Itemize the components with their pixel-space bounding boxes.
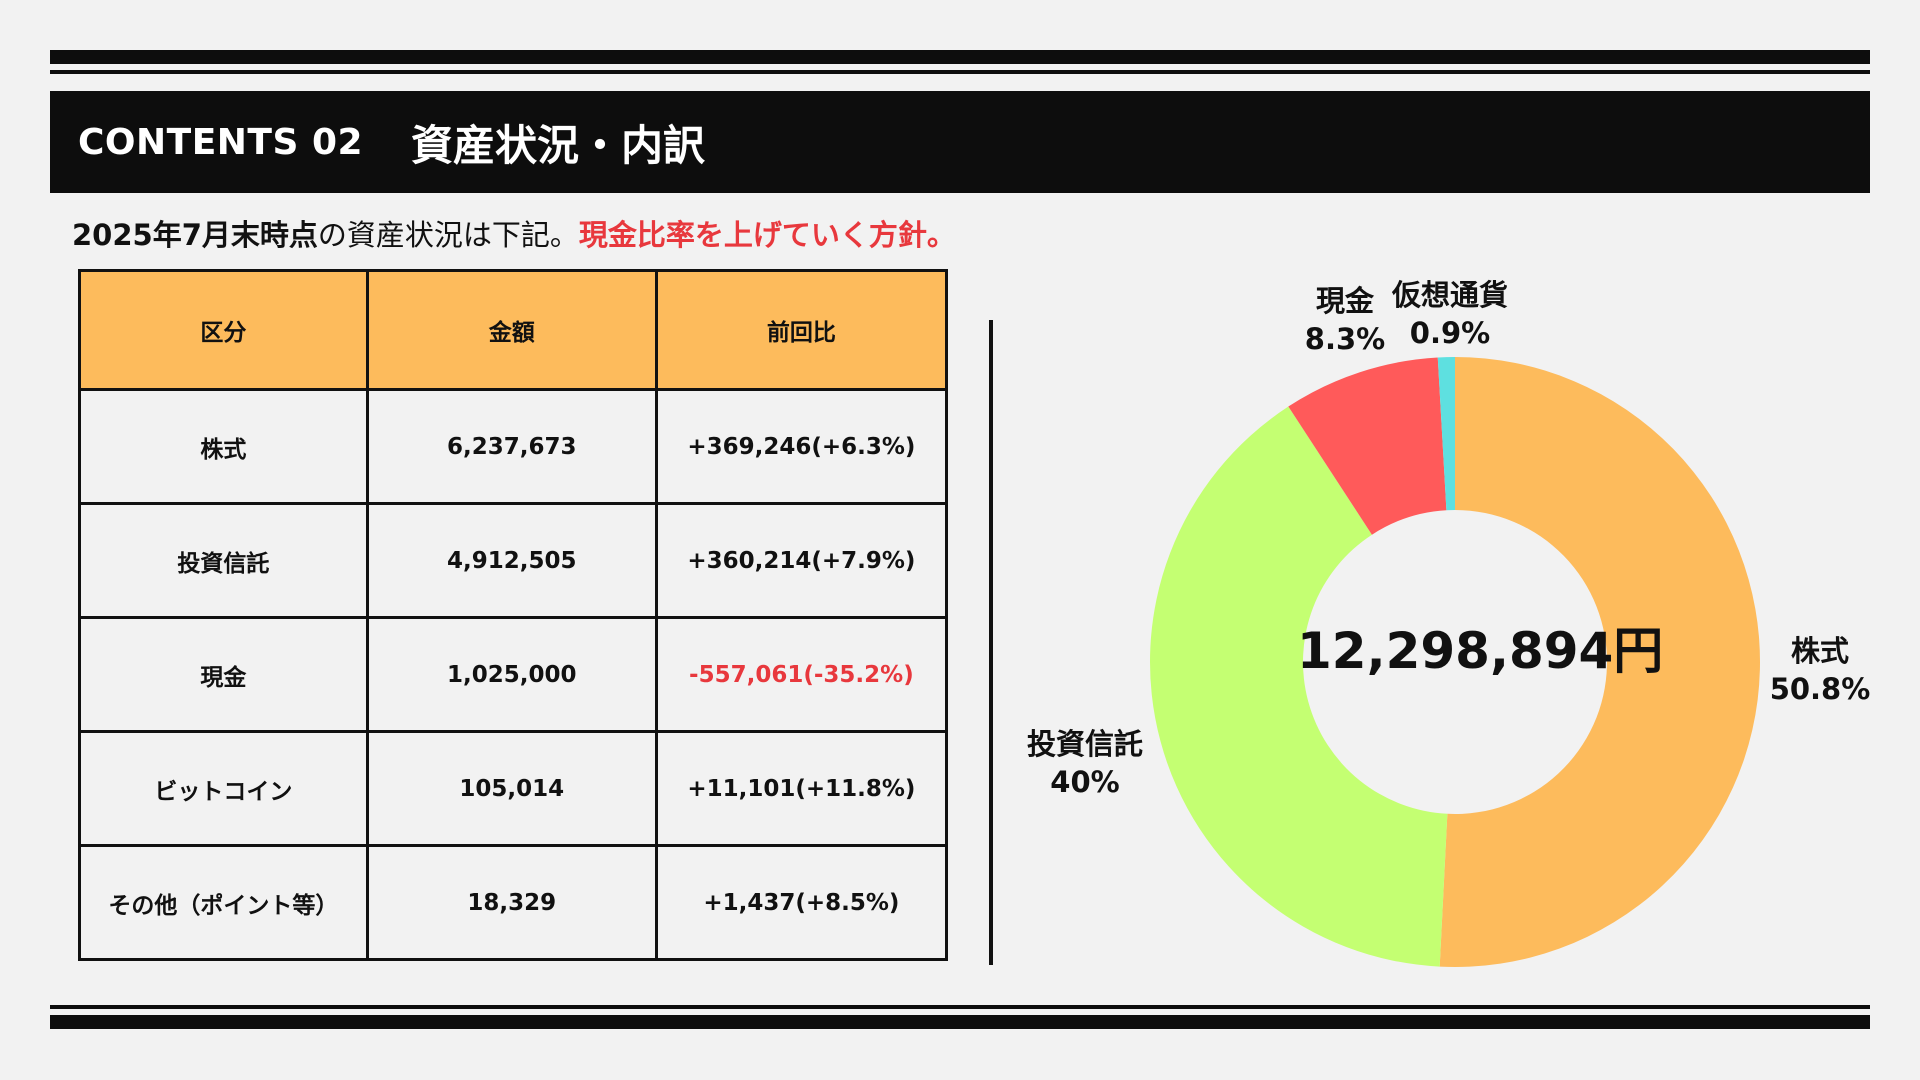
cell-change: +369,246(+6.3%) [654, 388, 949, 505]
slice-label-stocks: 株式 50.8% [1760, 632, 1880, 708]
summary-policy: 現金比率を上げていく方針。 [578, 218, 956, 252]
table-row: ビットコイン 105,014 +11,101(+11.8%) [78, 730, 949, 847]
slice-percent: 50.8% [1769, 672, 1871, 706]
cell-amount: 105,014 [365, 730, 658, 847]
cell-change: +360,214(+7.9%) [654, 502, 949, 619]
cell-amount: 4,912,505 [365, 502, 658, 619]
top-rule-thin [50, 70, 1870, 74]
cell-category: ビットコイン [78, 730, 369, 847]
header-amount: 金額 [365, 269, 658, 391]
slice-name: 株式 [1790, 634, 1849, 668]
asset-table: 区分 金額 前回比 株式 6,237,673 +369,246(+6.3%) 投… [78, 269, 949, 961]
bottom-rule-thick [50, 1015, 1870, 1029]
slice-crypto [1437, 357, 1455, 511]
slice-cash [1288, 357, 1447, 535]
table-row: その他（ポイント等） 18,329 +1,437(+8.5%) [78, 844, 949, 961]
cell-category: 株式 [78, 388, 369, 505]
cell-amount: 18,329 [365, 844, 658, 961]
cell-change-negative: -557,061(-35.2%) [654, 616, 949, 733]
section-title: 資産状況・内訳 [411, 120, 706, 170]
slice-name: 投資信託 [1026, 727, 1143, 761]
cell-change: +1,437(+8.5%) [654, 844, 949, 961]
donut-center-total: 12,298,894円 [1297, 622, 1664, 680]
bottom-rule-thin [50, 1005, 1870, 1009]
slice-name: 仮想通貨 [1391, 278, 1508, 312]
section-label: CONTENTS 02 [78, 121, 364, 163]
summary-date: 2025年7月末時点 [72, 218, 318, 252]
cell-category: その他（ポイント等） [78, 844, 369, 961]
slice-label-crypto: 仮想通貨 0.9% [1380, 276, 1520, 352]
summary-text: 2025年7月末時点の資産状況は下記。現金比率を上げていく方針。 [72, 212, 956, 254]
slice-funds [1150, 406, 1448, 967]
table-row: 現金 1,025,000 -557,061(-35.2%) [78, 616, 949, 733]
header-category: 区分 [78, 269, 369, 391]
header-change: 前回比 [654, 269, 949, 391]
table-row: 株式 6,237,673 +369,246(+6.3%) [78, 388, 949, 505]
slice-percent: 0.9% [1409, 316, 1491, 350]
vertical-divider [989, 320, 993, 965]
section-header: CONTENTS 02 資産状況・内訳 [50, 91, 1870, 193]
slice-percent: 40% [1050, 765, 1120, 799]
table-row: 投資信託 4,912,505 +360,214(+7.9%) [78, 502, 949, 619]
summary-body: の資産状況は下記。 [317, 218, 579, 252]
slice-label-funds: 投資信託 40% [1015, 725, 1155, 801]
top-rule-thick [50, 50, 1870, 64]
cell-category: 投資信託 [78, 502, 369, 619]
slice-percent: 8.3% [1304, 322, 1386, 356]
cell-change: +11,101(+11.8%) [654, 730, 949, 847]
slice-stocks [1439, 357, 1761, 968]
slice-name: 現金 [1315, 284, 1374, 318]
donut-chart [1150, 357, 1761, 968]
cell-amount: 1,025,000 [365, 616, 658, 733]
slice-label-cash: 現金 8.3% [1290, 282, 1400, 358]
cell-category: 現金 [78, 616, 369, 733]
cell-amount: 6,237,673 [365, 388, 658, 505]
table-header-row: 区分 金額 前回比 [78, 269, 949, 391]
